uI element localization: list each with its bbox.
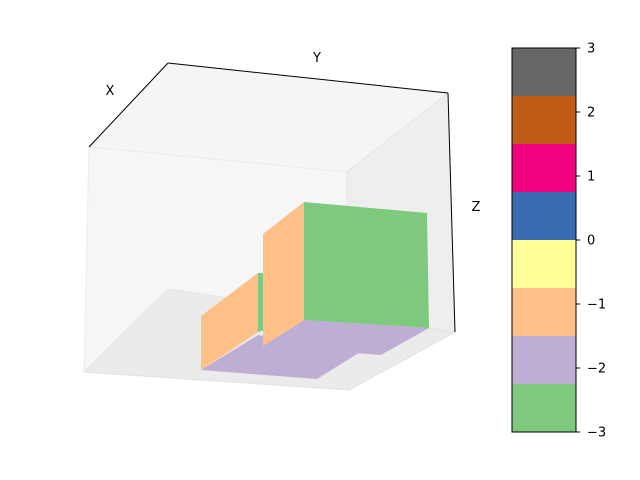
x-axis-label: X [106,84,115,99]
colorbar-ticks: −3 −2 −1 0 1 2 3 [576,42,606,441]
colorbar-tick-label: 3 [587,42,595,57]
colorbar: −3 −2 −1 0 1 2 3 [511,42,606,441]
colorbar-segments [512,48,576,432]
voxel-large [263,202,429,355]
colorbar-segment [512,288,576,336]
colorbar-tick-label: 2 [587,106,595,121]
voxel-large-side-face [263,202,304,346]
x-axis-line [88,62,169,148]
colorbar-tick-label: 1 [587,170,595,185]
colorbar-segment [512,240,576,288]
colorbar-tick-label: −2 [587,362,606,377]
colorbar-segment [512,144,576,192]
z-axis-line [447,92,456,333]
y-axis-label: Y [312,51,321,66]
colorbar-tick-label: −1 [587,298,606,313]
colorbar-tick-label: −3 [587,426,606,441]
colorbar-segment [512,192,576,240]
colorbar-segment [512,384,576,432]
voxel-large-front-face [304,202,429,328]
voxel-large-top-face [263,320,429,355]
voxel-small-side-face [201,273,258,370]
voxels [201,202,429,379]
z-axis-label: Z [472,200,481,215]
colorbar-tick-label: 0 [587,234,595,249]
colorbar-segment [512,96,576,144]
colorbar-segment [512,48,576,96]
colorbar-segment [512,336,576,384]
voxel-small-front-face [258,273,264,332]
y-axis-line [167,62,449,94]
axes-3d [83,61,457,391]
